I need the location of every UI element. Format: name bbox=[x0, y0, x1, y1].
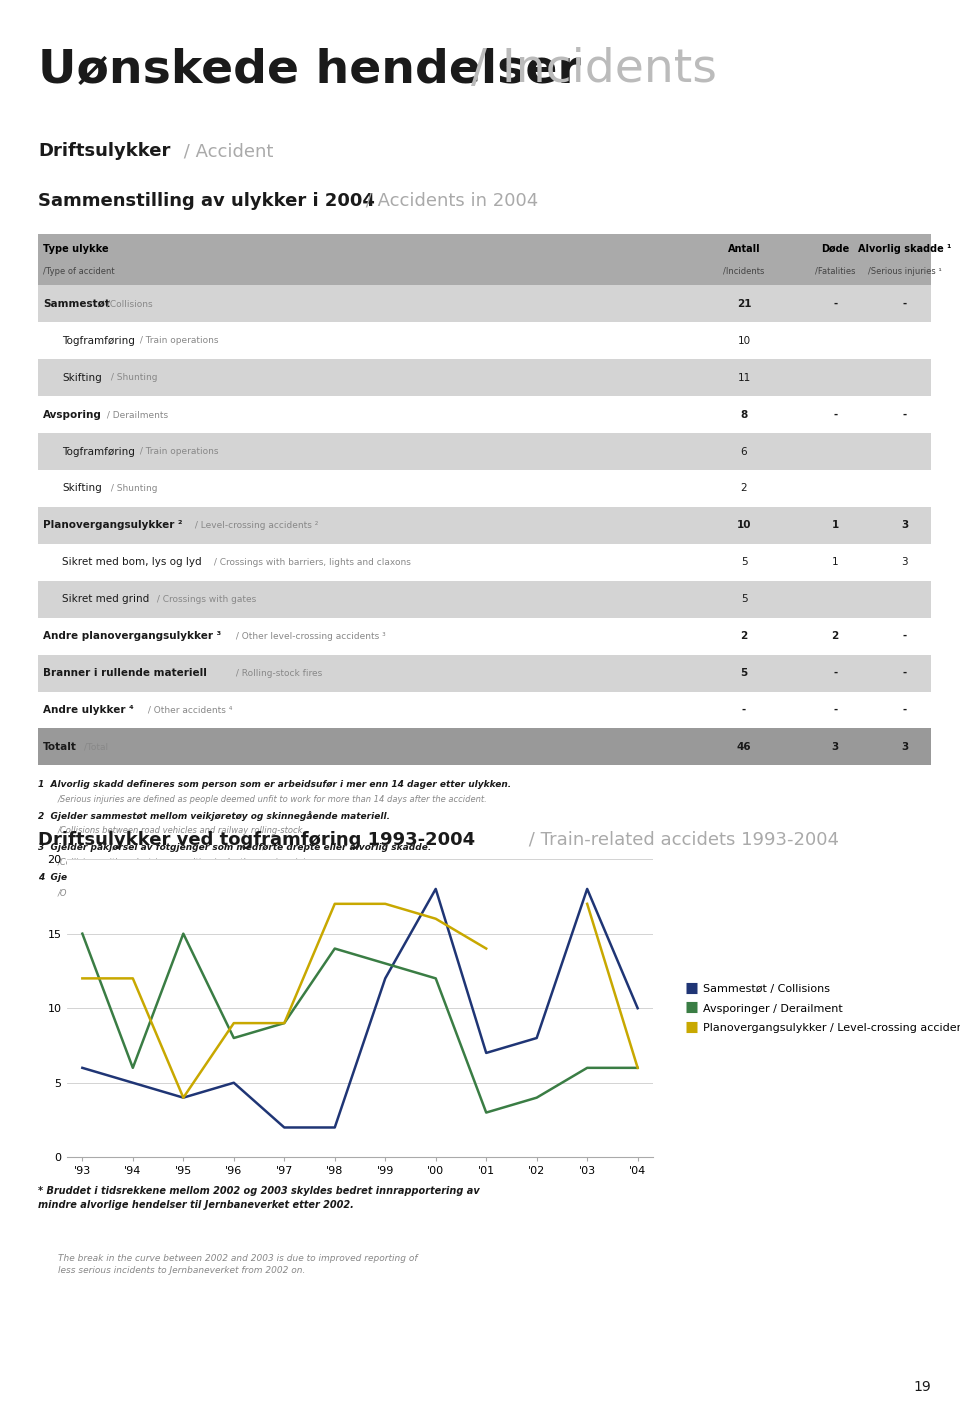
Text: Andre planovergangsulykker ³: Andre planovergangsulykker ³ bbox=[43, 630, 222, 642]
Text: -: - bbox=[902, 630, 907, 642]
Text: Avsporing: Avsporing bbox=[43, 409, 102, 420]
Text: 11: 11 bbox=[737, 372, 751, 383]
Text: / Shunting: / Shunting bbox=[108, 484, 157, 493]
Text: / Train operations: / Train operations bbox=[137, 447, 218, 456]
Text: Sammestøt: Sammestøt bbox=[43, 298, 110, 310]
Text: / Accidents in 2004: / Accidents in 2004 bbox=[360, 192, 539, 210]
Polygon shape bbox=[38, 655, 931, 692]
Text: -: - bbox=[833, 298, 837, 310]
Text: Andre ulykker ⁴: Andre ulykker ⁴ bbox=[43, 704, 133, 716]
Text: 2: 2 bbox=[831, 630, 839, 642]
Text: 21: 21 bbox=[736, 298, 752, 310]
Text: 3: 3 bbox=[901, 557, 908, 568]
Text: /Collisions with pedestrians resulting in death or serious injury.: /Collisions with pedestrians resulting i… bbox=[58, 858, 322, 866]
Text: Sikret med grind: Sikret med grind bbox=[62, 594, 150, 605]
Text: -: - bbox=[833, 667, 837, 679]
Text: -: - bbox=[902, 667, 907, 679]
Text: Togframføring: Togframføring bbox=[62, 335, 135, 346]
Polygon shape bbox=[38, 581, 931, 618]
Polygon shape bbox=[38, 470, 931, 507]
Text: -: - bbox=[902, 704, 907, 716]
Polygon shape bbox=[38, 433, 931, 470]
Text: /Fatalities: /Fatalities bbox=[815, 267, 855, 275]
Text: 2: 2 bbox=[741, 483, 747, 494]
Text: / Shunting: / Shunting bbox=[108, 373, 157, 382]
Text: Uønskede hendelser: Uønskede hendelser bbox=[38, 47, 581, 92]
Text: 5: 5 bbox=[741, 557, 747, 568]
Text: Skifting: Skifting bbox=[62, 372, 102, 383]
Text: /Serious injuries are defined as people deemed unfit to work for more than 14 da: /Serious injuries are defined as people … bbox=[58, 795, 488, 804]
Text: /Type of accident: /Type of accident bbox=[43, 267, 115, 275]
Text: -: - bbox=[833, 704, 837, 716]
Text: 10: 10 bbox=[737, 335, 751, 346]
Text: Skifting: Skifting bbox=[62, 483, 102, 494]
Text: 5: 5 bbox=[741, 594, 747, 605]
Polygon shape bbox=[38, 544, 931, 581]
Text: 2  Gjelder sammestøt mellom veikjøretøy og skinnegående materiell.: 2 Gjelder sammestøt mellom veikjøretøy o… bbox=[38, 811, 391, 821]
Polygon shape bbox=[38, 396, 931, 433]
Text: / Train-related accidets 1993-2004: / Train-related accidets 1993-2004 bbox=[523, 831, 839, 849]
Text: 3  Gjelder påkjørsel av fotgjenger som medførte drepte eller alvorlig skadde.: 3 Gjelder påkjørsel av fotgjenger som me… bbox=[38, 842, 432, 852]
Polygon shape bbox=[38, 618, 931, 655]
Text: /Incidents: /Incidents bbox=[723, 267, 765, 275]
Text: /Total: /Total bbox=[84, 743, 108, 751]
Text: / Other level-crossing accidents ³: / Other level-crossing accidents ³ bbox=[232, 632, 386, 640]
Text: /Serious injuries ¹: /Serious injuries ¹ bbox=[868, 267, 942, 275]
Text: Sikret med bom, lys og lyd: Sikret med bom, lys og lyd bbox=[62, 557, 202, 568]
Text: 3: 3 bbox=[901, 520, 908, 531]
Text: / Incidents: / Incidents bbox=[456, 47, 717, 92]
Polygon shape bbox=[38, 692, 931, 728]
Polygon shape bbox=[38, 359, 931, 396]
Text: Antall: Antall bbox=[728, 243, 760, 254]
Text: / Accident: / Accident bbox=[178, 142, 273, 160]
Text: / Crossings with gates: / Crossings with gates bbox=[154, 595, 256, 604]
Text: Sammenstilling av ulykker i 2004: Sammenstilling av ulykker i 2004 bbox=[38, 192, 375, 210]
Text: Branner i rullende materiell: Branner i rullende materiell bbox=[43, 667, 207, 679]
Text: Totalt: Totalt bbox=[43, 741, 77, 753]
Text: / Crossings with barriers, lights and claxons: / Crossings with barriers, lights and cl… bbox=[211, 558, 411, 567]
Text: Togframføring: Togframføring bbox=[62, 446, 135, 457]
Text: Døde: Døde bbox=[821, 243, 850, 254]
Text: 19: 19 bbox=[914, 1380, 931, 1394]
Text: * Bruddet i tidsrekkene mellom 2002 og 2003 skyldes bedret innrapportering av
mi: * Bruddet i tidsrekkene mellom 2002 og 2… bbox=[38, 1186, 480, 1210]
Text: -: - bbox=[902, 409, 907, 420]
Text: 10: 10 bbox=[736, 520, 752, 531]
Polygon shape bbox=[38, 234, 931, 285]
Text: /Other accidents resulting in death or serious injury.: /Other accidents resulting in death or s… bbox=[58, 889, 276, 897]
Text: The break in the curve between 2002 and 2003 is due to improved reporting of
les: The break in the curve between 2002 and … bbox=[58, 1254, 417, 1275]
Text: /Collisions between road vehicles and railway rolling-stock.: /Collisions between road vehicles and ra… bbox=[58, 826, 305, 835]
Text: -: - bbox=[902, 298, 907, 310]
Text: 5: 5 bbox=[740, 667, 748, 679]
Text: 1: 1 bbox=[832, 557, 838, 568]
Polygon shape bbox=[38, 285, 931, 322]
Text: 1  Alvorlig skadd defineres som person som er arbeidsufør i mer enn 14 dager ett: 1 Alvorlig skadd defineres som person so… bbox=[38, 780, 512, 788]
Text: Type ulykke: Type ulykke bbox=[43, 243, 108, 254]
Text: Driftsulykker ved togframføring 1993-2004: Driftsulykker ved togframføring 1993-200… bbox=[38, 831, 475, 849]
Text: -: - bbox=[742, 704, 746, 716]
Polygon shape bbox=[38, 507, 931, 544]
Text: / Other accidents ⁴: / Other accidents ⁴ bbox=[145, 706, 232, 714]
Text: 6: 6 bbox=[741, 446, 747, 457]
Text: 4  Gjelder øvrige ulykker som medførte drepte eller alvorlig skadde.: 4 Gjelder øvrige ulykker som medførte dr… bbox=[38, 873, 386, 882]
Text: Planovergangsulykker ²: Planovergangsulykker ² bbox=[43, 520, 182, 531]
Text: 8: 8 bbox=[740, 409, 748, 420]
Text: 3: 3 bbox=[831, 741, 839, 753]
Text: -: - bbox=[833, 409, 837, 420]
Text: 1: 1 bbox=[831, 520, 839, 531]
Text: / Rolling-stock fires: / Rolling-stock fires bbox=[232, 669, 322, 677]
Text: / Derailments: / Derailments bbox=[104, 410, 168, 419]
Text: 3: 3 bbox=[901, 741, 908, 753]
Text: Driftsulykker: Driftsulykker bbox=[38, 142, 171, 160]
Text: / Train operations: / Train operations bbox=[137, 337, 218, 345]
Polygon shape bbox=[38, 322, 931, 359]
Text: /Collisions: /Collisions bbox=[104, 300, 153, 308]
Text: 46: 46 bbox=[736, 741, 752, 753]
Text: / Level-crossing accidents ²: / Level-crossing accidents ² bbox=[192, 521, 319, 530]
Legend: Sammestøt / Collisions, Avsporinger / Derailment, Planovergangsulykker / Level-c: Sammestøt / Collisions, Avsporinger / De… bbox=[682, 978, 960, 1038]
Text: Alvorlig skadde ¹: Alvorlig skadde ¹ bbox=[858, 243, 951, 254]
Text: 2: 2 bbox=[740, 630, 748, 642]
Polygon shape bbox=[38, 728, 931, 765]
